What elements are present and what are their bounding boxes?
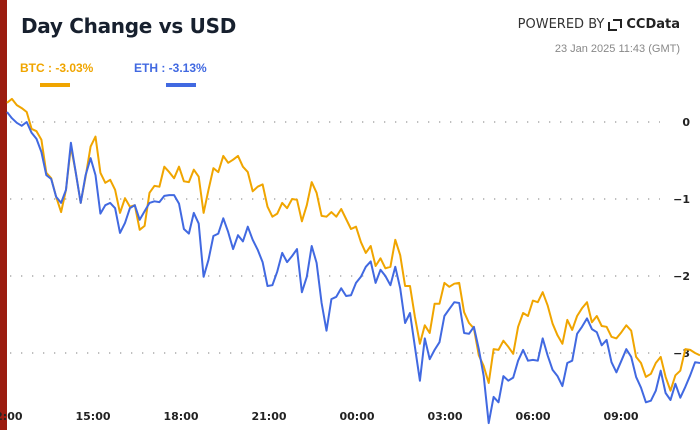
ccdata-logo-icon xyxy=(608,18,623,31)
timestamp: 23 Jan 2025 11:43 (GMT) xyxy=(554,43,680,55)
y-tick-label: −1 xyxy=(673,193,690,206)
series-line-btc xyxy=(6,97,700,392)
legend-btc[interactable]: BTC : -3.03% xyxy=(20,61,94,75)
x-tick-label: 03:00 xyxy=(427,410,462,423)
powered-by-label: POWERED BY xyxy=(517,17,605,32)
legend-eth-swatch xyxy=(166,83,196,87)
legend-btc-swatch xyxy=(40,83,70,87)
legend-eth[interactable]: ETH : -3.13% xyxy=(134,61,207,75)
accent-bar xyxy=(0,0,7,430)
x-tick-label: 21:00 xyxy=(251,410,286,423)
series-line-eth xyxy=(6,111,700,425)
x-tick-label: 18:00 xyxy=(163,410,198,423)
y-tick-label: −2 xyxy=(673,270,690,283)
y-tick-label: 0 xyxy=(682,116,690,129)
x-tick-label: 15:00 xyxy=(75,410,110,423)
x-tick-label: 06:00 xyxy=(515,410,550,423)
x-tick-label: 00:00 xyxy=(339,410,374,423)
x-tick-label: 12:00 xyxy=(0,410,23,423)
chart-title: Day Change vs USD xyxy=(21,14,237,38)
powered-by[interactable]: POWERED BY CCData xyxy=(518,17,680,32)
x-tick-label: 09:00 xyxy=(603,410,638,423)
brand-name: CCData xyxy=(626,17,680,32)
